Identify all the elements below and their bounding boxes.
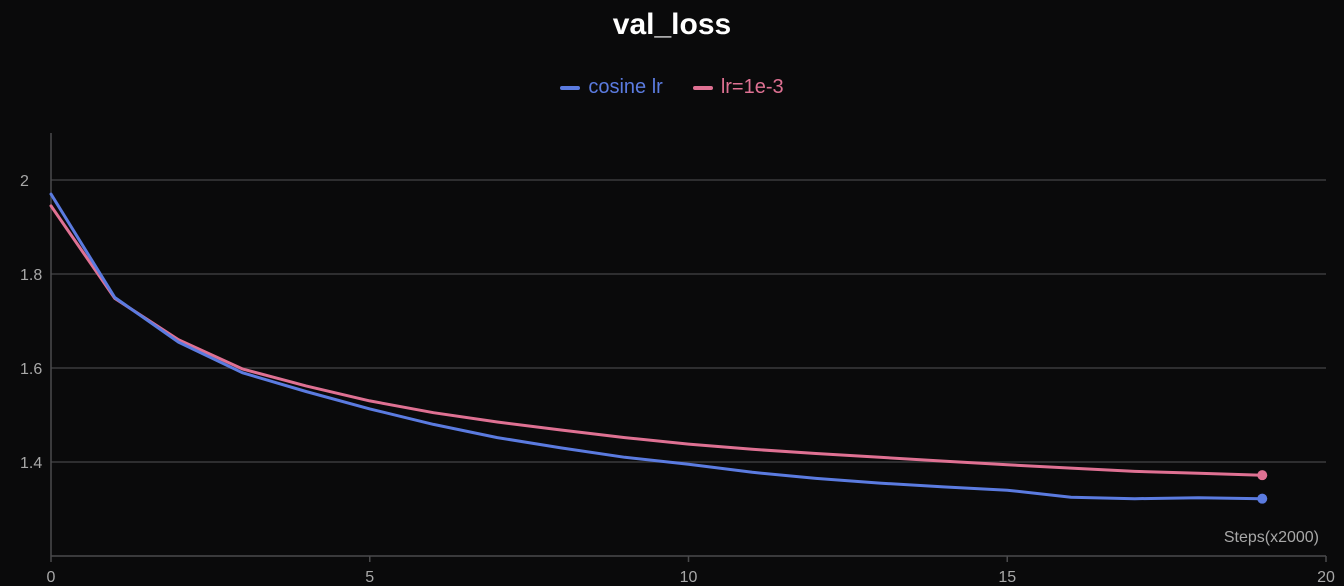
- y-tick-label: 1.6: [20, 361, 42, 378]
- series-endpoint-0: [1257, 493, 1268, 504]
- x-tick-label: 15: [998, 569, 1016, 586]
- y-tick-label: 2: [20, 173, 29, 190]
- x-tick-label: 10: [680, 569, 698, 586]
- legend-swatch-lr-1e-3: [692, 85, 713, 90]
- chart-title: val_loss: [612, 8, 732, 41]
- legend-label-cosine-lr: cosine lr: [588, 76, 663, 98]
- x-tick-label: 5: [365, 569, 374, 586]
- y-tick-label: 1.4: [20, 455, 42, 472]
- x-axis-title: Steps(x2000): [1224, 529, 1319, 546]
- series-line-1: [49, 204, 1264, 477]
- y-tick-label: 1.8: [20, 267, 42, 284]
- legend-item-cosine-lr[interactable]: cosine lr: [560, 76, 663, 99]
- chart-legend: cosine lr lr=1e-3: [0, 76, 1344, 99]
- x-tick-label: 20: [1317, 569, 1335, 586]
- legend-label-lr-1e-3: lr=1e-3: [720, 76, 784, 98]
- legend-swatch-cosine-lr: [560, 85, 581, 90]
- x-tick-label: 0: [47, 569, 56, 586]
- series-endpoint-1: [1257, 470, 1268, 481]
- legend-item-lr-1e-3[interactable]: lr=1e-3: [692, 76, 784, 99]
- series-line-0: [49, 192, 1264, 501]
